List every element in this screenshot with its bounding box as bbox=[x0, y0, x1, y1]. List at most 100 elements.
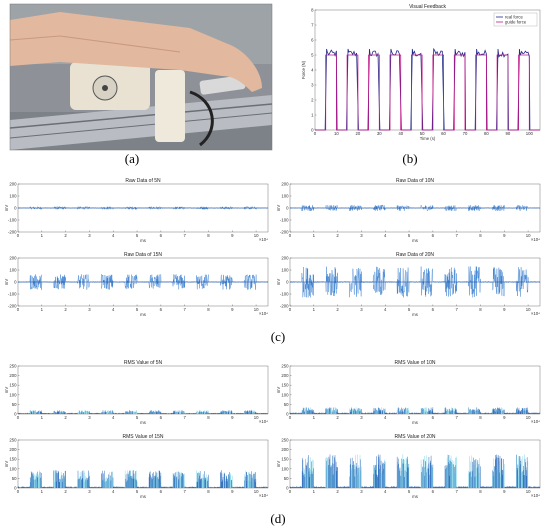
y-tick-label: -100 bbox=[280, 292, 289, 297]
x-tick-label: 4 bbox=[112, 489, 115, 494]
y-tick-label: 6 bbox=[311, 38, 314, 43]
x-tick-label: 8 bbox=[479, 233, 482, 238]
y-tick-label: -200 bbox=[8, 304, 17, 309]
x-tick-label: 5 bbox=[136, 489, 139, 494]
x-tick-label: 1 bbox=[313, 489, 316, 494]
x-tick-label: 100 bbox=[526, 131, 534, 136]
y-tick-label: 100 bbox=[281, 392, 289, 397]
x-tick-label: 60 bbox=[441, 131, 446, 136]
chart-title: RMS Value of 20N bbox=[394, 434, 435, 440]
x-tick-label: 2 bbox=[64, 233, 67, 238]
x-tick-label: 8 bbox=[207, 415, 210, 420]
x-tick-label: 1 bbox=[313, 415, 316, 420]
x-tick-label: 70 bbox=[463, 131, 468, 136]
x-tick-label: 50 bbox=[420, 131, 425, 136]
chart-d1: RMS Value of 5N0 1 2 3 4 5 6 7 8 9 100501001502002… bbox=[4, 360, 269, 425]
x-tick-label: 0 bbox=[289, 489, 292, 494]
y-tick-label: 50 bbox=[284, 476, 289, 481]
x-tick-label: 3 bbox=[360, 489, 363, 494]
y-axis-label: mV bbox=[276, 461, 281, 468]
y-axis-label: mV bbox=[276, 205, 281, 212]
chart-title: RMS Value of 5N bbox=[124, 360, 163, 366]
y-tick-label: 0 bbox=[311, 128, 314, 133]
y-tick-label: 200 bbox=[281, 256, 289, 261]
y-tick-label: 250 bbox=[9, 438, 17, 443]
y-tick-label: 200 bbox=[9, 447, 17, 452]
x-tick-label: 6 bbox=[160, 489, 163, 494]
y-tick-label: 0 bbox=[14, 280, 17, 285]
plot-area bbox=[289, 365, 541, 415]
x-tick-label: 3 bbox=[88, 415, 91, 420]
x-scale-label: ×10⁴ bbox=[259, 493, 268, 498]
label-b: (b) bbox=[402, 151, 417, 166]
chart-c3: Raw Data of 15N 0 1 2 3 4 5 6 7 8 9 10 -200 -100 0 100 2… bbox=[4, 252, 269, 317]
chart-title: Visual Feedback bbox=[409, 4, 446, 10]
x-tick-label: 9 bbox=[503, 233, 506, 238]
plot-area bbox=[314, 9, 541, 131]
x-tick-label: 7 bbox=[183, 233, 186, 238]
y-tick-label: 250 bbox=[281, 438, 289, 443]
x-tick-label: 1 bbox=[41, 415, 44, 420]
chart-title: Raw Data of 5N bbox=[125, 178, 161, 184]
emg-trace bbox=[18, 274, 268, 290]
x-tick-label: 0 bbox=[17, 233, 20, 238]
y-tick-label: 5 bbox=[311, 53, 314, 58]
y-tick-label: 150 bbox=[9, 383, 17, 388]
x-tick-label: 0 bbox=[17, 489, 20, 494]
y-tick-label: 200 bbox=[281, 182, 289, 187]
x-tick-label: 7 bbox=[455, 307, 458, 312]
x-tick-label: 7 bbox=[455, 233, 458, 238]
x-tick-label: 10 bbox=[526, 233, 531, 238]
y-tick-label: 100 bbox=[9, 194, 17, 199]
y-tick-label: 200 bbox=[9, 373, 17, 378]
plot-area bbox=[17, 365, 269, 415]
y-tick-label: 50 bbox=[284, 402, 289, 407]
y-tick-label: 200 bbox=[281, 373, 289, 378]
x-scale-label: ×10⁴ bbox=[531, 311, 540, 316]
x-tick-label: 9 bbox=[231, 307, 234, 312]
chart-title: RMS Value of 10N bbox=[394, 360, 435, 366]
x-tick-label: 7 bbox=[183, 415, 186, 420]
x-tick-label: 8 bbox=[479, 307, 482, 312]
y-tick-label: -200 bbox=[280, 230, 289, 235]
y-tick-label: 8 bbox=[311, 8, 314, 13]
x-tick-label: 90 bbox=[505, 131, 510, 136]
x-tick-label: 3 bbox=[360, 307, 363, 312]
experiment-photo bbox=[9, 3, 273, 151]
y-tick-label: 100 bbox=[281, 268, 289, 273]
y-tick-label: -100 bbox=[280, 218, 289, 223]
x-tick-label: 3 bbox=[360, 233, 363, 238]
chart-title: Raw Data of 15N bbox=[124, 252, 162, 258]
x-tick-label: 4 bbox=[112, 307, 115, 312]
x-tick-label: 9 bbox=[231, 489, 234, 494]
chart-title: Raw Data of 20N bbox=[396, 252, 434, 258]
x-tick-label: 2 bbox=[64, 307, 67, 312]
x-tick-label: 4 bbox=[384, 489, 387, 494]
label-c: (c) bbox=[271, 329, 285, 344]
y-tick-label: 200 bbox=[9, 182, 17, 187]
y-tick-label: 50 bbox=[12, 476, 17, 481]
x-tick-label: 1 bbox=[313, 233, 316, 238]
y-tick-label: 200 bbox=[281, 447, 289, 452]
y-tick-label: 0 bbox=[14, 206, 17, 211]
x-scale-label: ×10⁴ bbox=[259, 237, 268, 242]
y-tick-label: 200 bbox=[9, 256, 17, 261]
y-tick-label: 100 bbox=[281, 466, 289, 471]
x-tick-label: 10 bbox=[526, 307, 531, 312]
x-tick-label: 2 bbox=[336, 415, 339, 420]
x-tick-label: 10 bbox=[526, 415, 531, 420]
x-tick-label: 6 bbox=[160, 415, 163, 420]
x-scale-label: ×10⁴ bbox=[531, 493, 540, 498]
x-scale-label: ×10⁴ bbox=[259, 311, 268, 316]
x-tick-label: 7 bbox=[183, 489, 186, 494]
x-tick-label: 1 bbox=[41, 233, 44, 238]
legend-entry: guide force bbox=[505, 20, 527, 25]
x-tick-label: 3 bbox=[360, 415, 363, 420]
x-tick-label: 6 bbox=[432, 489, 435, 494]
x-tick-label: 5 bbox=[136, 415, 139, 420]
x-axis-label: ms bbox=[140, 494, 146, 499]
y-tick-label: 0 bbox=[286, 206, 289, 211]
